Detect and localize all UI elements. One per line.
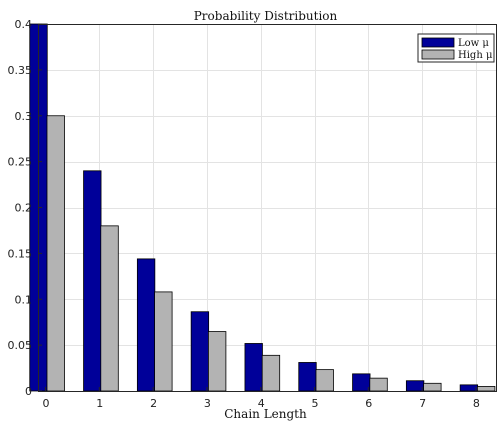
x-tick-label: 7: [419, 397, 426, 410]
y-tick-label: 0.3: [15, 110, 33, 123]
y-ticks: 0 0.05 0.1 0.15 0.2 0.25 0.3 0.35 0.4: [8, 18, 42, 398]
y-tick-label: 0.2: [15, 202, 33, 215]
x-ticks: 0 1 2 3 4 5 6 7 8: [43, 387, 480, 410]
bar-high-mu: [423, 382, 442, 392]
x-tick-label: 5: [312, 397, 319, 410]
bar-high-mu: [207, 331, 227, 392]
x-tick-label: 6: [365, 397, 372, 410]
x-axis-label: Chain Length: [224, 407, 307, 421]
bar-low-mu: [244, 343, 263, 392]
bar-low-mu: [352, 373, 371, 392]
y-tick-label: 0.1: [15, 293, 33, 306]
bar-high-mu: [315, 369, 334, 392]
x-tick-label: 1: [96, 397, 103, 410]
x-tick-label: 3: [204, 397, 211, 410]
y-tick-label: 0.15: [8, 247, 33, 260]
chart-title: Probability Distribution: [194, 9, 338, 23]
x-tick-label: 4: [258, 397, 265, 410]
bar-low-mu: [190, 311, 210, 392]
y-tick-label: 0.4: [15, 18, 33, 31]
x-tick-label: 0: [43, 397, 50, 410]
x-tick-label: 8: [473, 397, 480, 410]
bar-high-mu: [261, 354, 281, 392]
bar-low-mu: [136, 258, 156, 392]
x-tick-label: 2: [150, 397, 157, 410]
y-tick-label: 0.25: [8, 156, 33, 169]
bars: [29, 23, 496, 392]
bar-low-mu: [298, 362, 317, 392]
bar-high-mu: [154, 291, 173, 392]
bar-high-mu: [476, 386, 496, 392]
legend-label-low-mu: Low μ: [458, 38, 489, 49]
bar-high-mu: [369, 377, 388, 392]
y-tick-label: 0.05: [8, 339, 33, 352]
legend-swatch-low-mu: [421, 37, 455, 48]
bar-low-mu: [405, 380, 425, 392]
bar-low-mu: [459, 384, 479, 392]
legend-label-high-mu: High μ: [458, 50, 493, 61]
y-tick-label: 0.35: [8, 64, 33, 77]
bar-high-mu: [100, 225, 119, 392]
bar-high-mu: [46, 115, 65, 392]
y-tick-label: 0: [25, 385, 32, 398]
bar-low-mu: [83, 170, 102, 392]
legend-swatch-high-mu: [421, 49, 455, 60]
